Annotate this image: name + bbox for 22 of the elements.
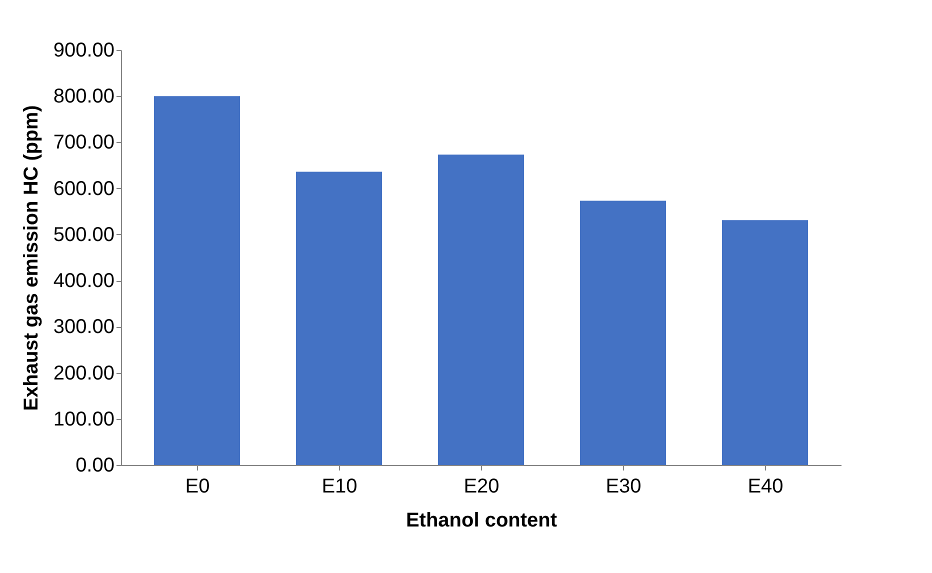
y-tick-label: 400.00 [53,270,114,292]
y-tick-label: 600.00 [53,178,114,200]
y-tick-label: 800.00 [53,86,114,108]
y-tick-label: 100.00 [53,408,114,430]
y-axis-title: Exhaust gas emission HC (ppm) [20,105,42,411]
bar [154,96,240,465]
x-tick-label: E10 [322,476,358,498]
x-tick-label: E0 [185,476,210,498]
y-tick-label: 300.00 [53,316,114,338]
bar [438,154,524,465]
bar [722,220,808,465]
x-tick-label: E20 [464,476,500,498]
y-tick-label: 500.00 [53,224,114,246]
y-tick-label: 900.00 [53,40,114,62]
y-tick-label: 200.00 [53,362,114,384]
bar [296,172,382,465]
x-axis-title: Ethanol content [406,510,558,532]
y-tick-label: 0.00 [76,454,114,476]
x-tick-label: E40 [748,476,784,498]
y-tick-label: 700.00 [53,132,114,154]
x-tick-label: E30 [606,476,642,498]
bar [580,200,666,465]
